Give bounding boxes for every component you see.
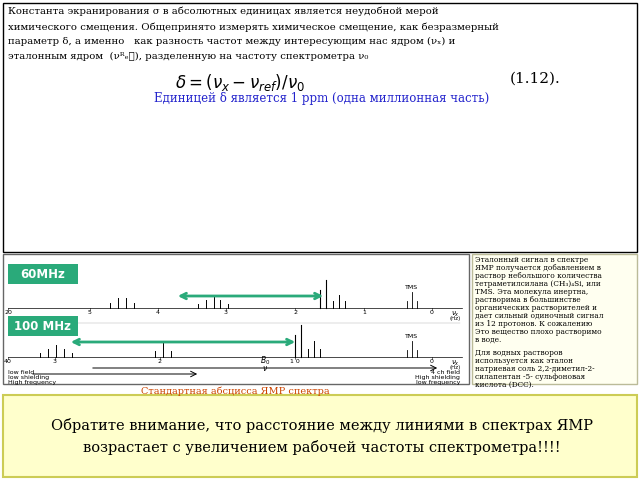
Text: раствор небольшого количества: раствор небольшого количества bbox=[475, 272, 602, 280]
Text: Для водных растворов: Для водных растворов bbox=[475, 349, 563, 357]
Text: High frequency: High frequency bbox=[8, 380, 56, 385]
Text: Единицей δ является 1 ppm (одна миллионная часть): Единицей δ является 1 ppm (одна миллионн… bbox=[154, 92, 490, 105]
Text: параметр δ, а именно   как разность частот между интересующим нас ядром (νₓ) и: параметр δ, а именно как разность частот… bbox=[8, 37, 456, 46]
Text: low shielding: low shielding bbox=[8, 375, 49, 380]
Text: $\nu_x$: $\nu_x$ bbox=[451, 310, 460, 319]
Text: из 12 протонов. К сожалению: из 12 протонов. К сожалению bbox=[475, 320, 593, 328]
Text: 20: 20 bbox=[4, 310, 12, 315]
Text: эталонным ядром  (νᴿₑ⁦), разделенную на частоту спектрометра ν₀: эталонным ядром (νᴿₑ⁦), разделенную на ч… bbox=[8, 52, 369, 61]
Text: (Hz): (Hz) bbox=[449, 365, 461, 370]
Text: кислота (DCC).: кислота (DCC). bbox=[475, 381, 534, 389]
Text: Эталонный сигнал в спектре: Эталонный сигнал в спектре bbox=[475, 256, 588, 264]
Text: Константа экранирования σ в абсолютных единицах является неудобной мерой: Константа экранирования σ в абсолютных е… bbox=[8, 7, 438, 16]
Text: в воде.: в воде. bbox=[475, 336, 501, 344]
Text: $\delta = (\nu_x - \nu_{ref})/ \nu_0$: $\delta = (\nu_x - \nu_{ref})/ \nu_0$ bbox=[175, 72, 305, 93]
Text: 40: 40 bbox=[4, 359, 12, 364]
Text: TMS: TMS bbox=[405, 285, 419, 290]
Bar bbox=[472, 254, 637, 384]
Text: натриевая соль 2,2-диметил-2-: натриевая соль 2,2-диметил-2- bbox=[475, 365, 595, 373]
Text: силапентан -5- сульфоновая: силапентан -5- сульфоновая bbox=[475, 373, 585, 381]
Bar bbox=[3, 254, 469, 384]
Text: растворима в большинстве: растворима в большинстве bbox=[475, 296, 580, 304]
Text: 3: 3 bbox=[224, 310, 228, 315]
Text: low field: low field bbox=[8, 370, 35, 375]
Text: химического смещения. Общепринято измерять химическое смещение, как безразмерный: химического смещения. Общепринято измеря… bbox=[8, 22, 499, 32]
Text: Обратите внимание, что расстояние между линиями в спектрах ЯМР: Обратите внимание, что расстояние между … bbox=[51, 418, 593, 433]
Text: ЯМР получается добавлением в: ЯМР получается добавлением в bbox=[475, 264, 601, 272]
Bar bbox=[3, 3, 637, 252]
Text: 0: 0 bbox=[430, 359, 434, 364]
Text: Это вещество плохо растворимо: Это вещество плохо растворимо bbox=[475, 328, 602, 336]
Text: 4: 4 bbox=[156, 310, 160, 315]
Bar bbox=[8, 264, 78, 284]
Text: $\nu_x$: $\nu_x$ bbox=[451, 359, 460, 368]
Text: 4 ch field: 4 ch field bbox=[431, 370, 460, 375]
Text: используется как эталон: используется как эталон bbox=[475, 357, 573, 365]
Bar bbox=[3, 395, 637, 477]
Text: 3: 3 bbox=[53, 359, 57, 364]
Text: (1.12).: (1.12). bbox=[510, 72, 561, 86]
Text: $\nu$: $\nu$ bbox=[262, 364, 268, 373]
Text: Стандартная абсцисса ЯМР спектра: Стандартная абсцисса ЯМР спектра bbox=[141, 387, 330, 396]
Text: 100 MHz: 100 MHz bbox=[15, 320, 72, 333]
Text: $B_0$: $B_0$ bbox=[260, 355, 270, 367]
Text: (Hz): (Hz) bbox=[449, 316, 461, 321]
Text: 1 0: 1 0 bbox=[290, 359, 300, 364]
Text: дает сильный одиночный сигнал: дает сильный одиночный сигнал bbox=[475, 312, 604, 320]
Text: TMS: TMS bbox=[405, 334, 419, 339]
Text: тетраметилсилана (CH₃)₄Si, или: тетраметилсилана (CH₃)₄Si, или bbox=[475, 280, 601, 288]
Text: 1: 1 bbox=[362, 310, 366, 315]
Text: TMS. Эта молекула инертна,: TMS. Эта молекула инертна, bbox=[475, 288, 588, 296]
Text: 5: 5 bbox=[88, 310, 92, 315]
Text: 2: 2 bbox=[158, 359, 162, 364]
Text: 0: 0 bbox=[430, 310, 434, 315]
Bar bbox=[8, 316, 78, 336]
Text: 2: 2 bbox=[293, 310, 297, 315]
Text: High shielding: High shielding bbox=[415, 375, 460, 380]
Text: 60MHz: 60MHz bbox=[20, 267, 65, 280]
Text: low frequency: low frequency bbox=[415, 380, 460, 385]
Text: органических растворителей и: органических растворителей и bbox=[475, 304, 597, 312]
Text: возрастает с увеличением рабочей частоты спектрометра!!!!: возрастает с увеличением рабочей частоты… bbox=[83, 440, 561, 455]
